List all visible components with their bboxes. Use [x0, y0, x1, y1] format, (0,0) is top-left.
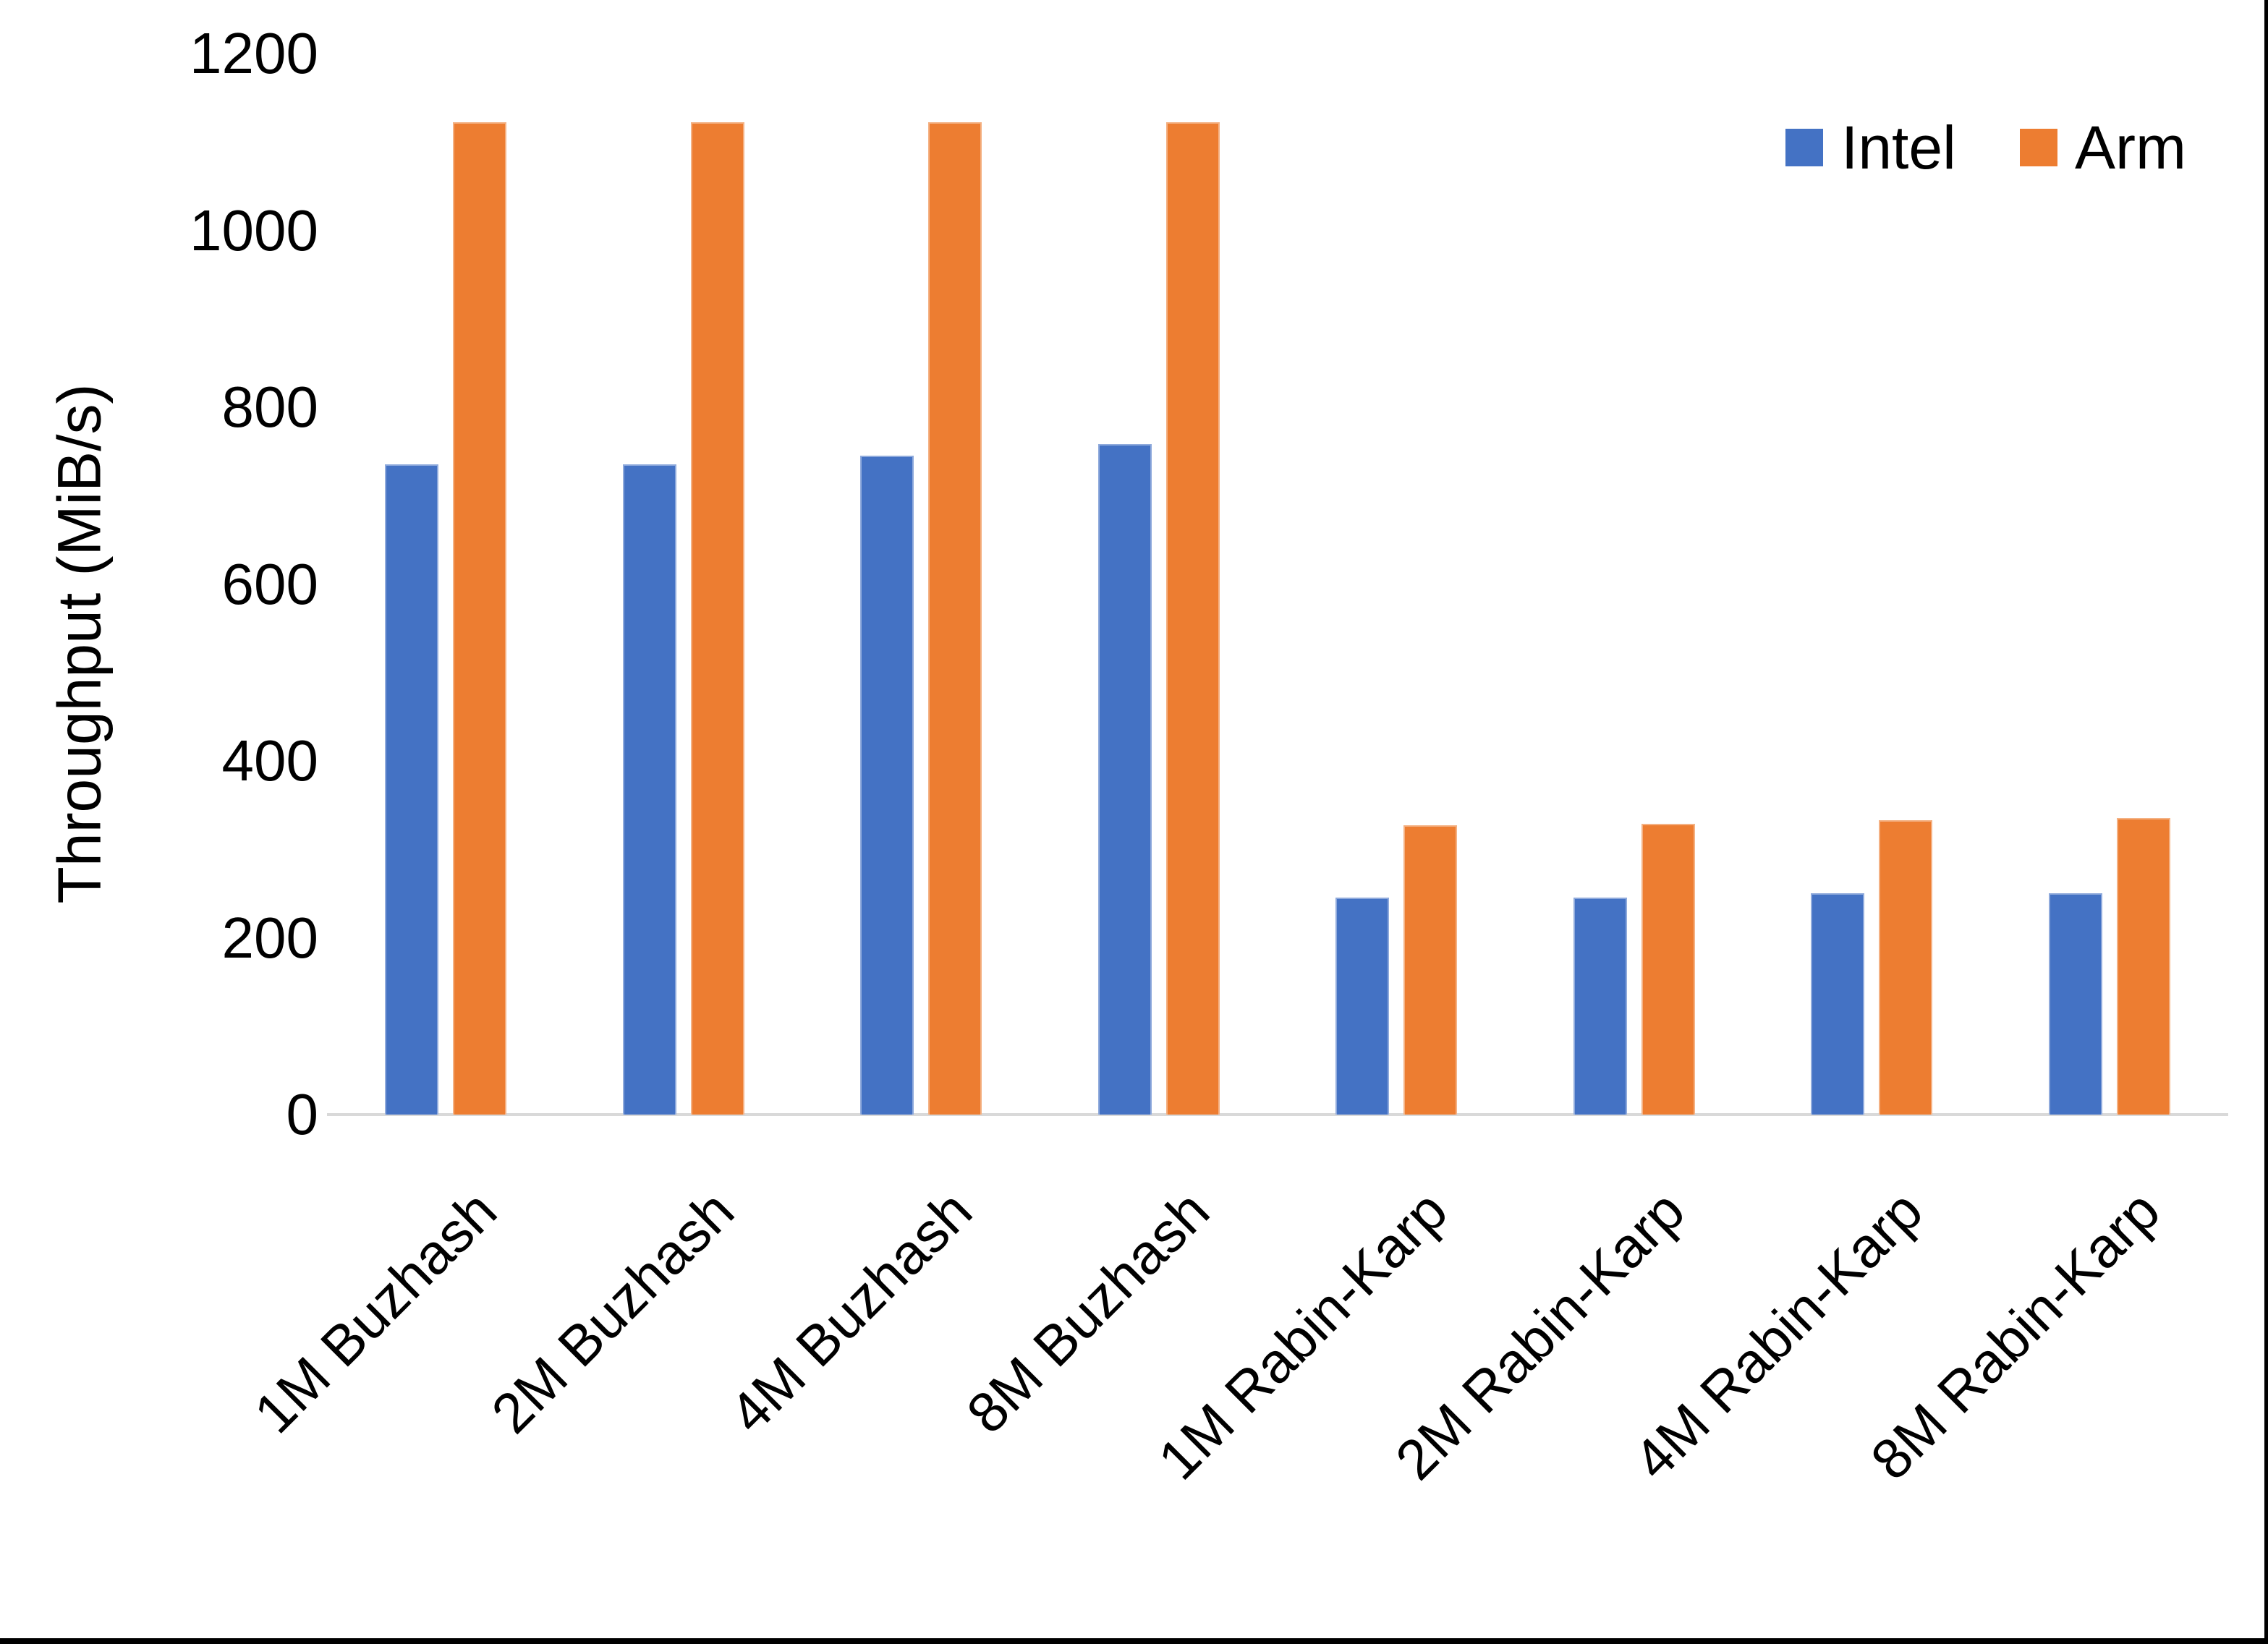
- bar-intel-8m-buzhash: [1097, 444, 1152, 1115]
- y-tick-200: 200: [221, 905, 318, 970]
- screenshot-right-edge: [2264, 0, 2268, 1644]
- bar-arm-1m-buzhash: [453, 122, 507, 1115]
- bar-intel-2m-buzhash: [622, 464, 676, 1115]
- x-tick-2m-buzhash: 2M Buzhash: [479, 1178, 747, 1446]
- bar-arm-8m-buzhash: [1165, 122, 1220, 1115]
- y-axis-title: Throughput (MiB/s): [45, 383, 114, 904]
- y-tick-1000: 1000: [190, 197, 318, 263]
- bar-arm-2m-buzhash: [690, 122, 744, 1115]
- bar-arm-4m-buzhash: [928, 122, 982, 1115]
- bar-intel-8m-rabin-karp: [2048, 893, 2102, 1115]
- y-tick-600: 600: [221, 551, 318, 616]
- y-tick-800: 800: [221, 375, 318, 439]
- legend-label-intel: Intel: [1841, 114, 1956, 182]
- bar-arm-8m-rabin-karp: [2116, 818, 2170, 1115]
- bar-intel-2m-rabin-karp: [1573, 898, 1627, 1115]
- x-axis-line: [327, 1113, 2228, 1116]
- bar-intel-1m-buzhash: [385, 464, 439, 1115]
- legend-swatch-intel: [1785, 129, 1823, 166]
- bar-arm-1m-rabin-karp: [1403, 825, 1458, 1115]
- bar-arm-2m-rabin-karp: [1641, 823, 1695, 1115]
- x-tick-1m-buzhash: 1M Buzhash: [241, 1178, 509, 1446]
- legend-swatch-arm: [2020, 129, 2057, 166]
- bar-intel-4m-buzhash: [860, 456, 914, 1115]
- y-tick-1200: 1200: [190, 21, 318, 85]
- screenshot-bottom-edge: [0, 1638, 2268, 1644]
- bar-arm-4m-rabin-karp: [1879, 819, 1933, 1115]
- bar-intel-4m-rabin-karp: [1811, 893, 1865, 1115]
- y-tick-0: 0: [286, 1082, 319, 1146]
- y-tick-400: 400: [221, 728, 318, 793]
- legend-label-arm: Arm: [2075, 114, 2186, 182]
- x-tick-8m-buzhash: 8M Buzhash: [954, 1178, 1222, 1446]
- bar-intel-1m-rabin-karp: [1335, 898, 1390, 1115]
- x-tick-4m-buzhash: 4M Buzhash: [716, 1178, 984, 1446]
